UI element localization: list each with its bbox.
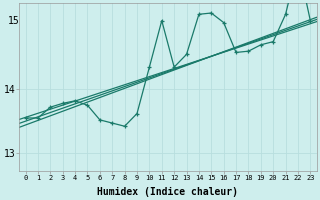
X-axis label: Humidex (Indice chaleur): Humidex (Indice chaleur)	[98, 186, 238, 197]
Text: 15: 15	[8, 16, 20, 26]
